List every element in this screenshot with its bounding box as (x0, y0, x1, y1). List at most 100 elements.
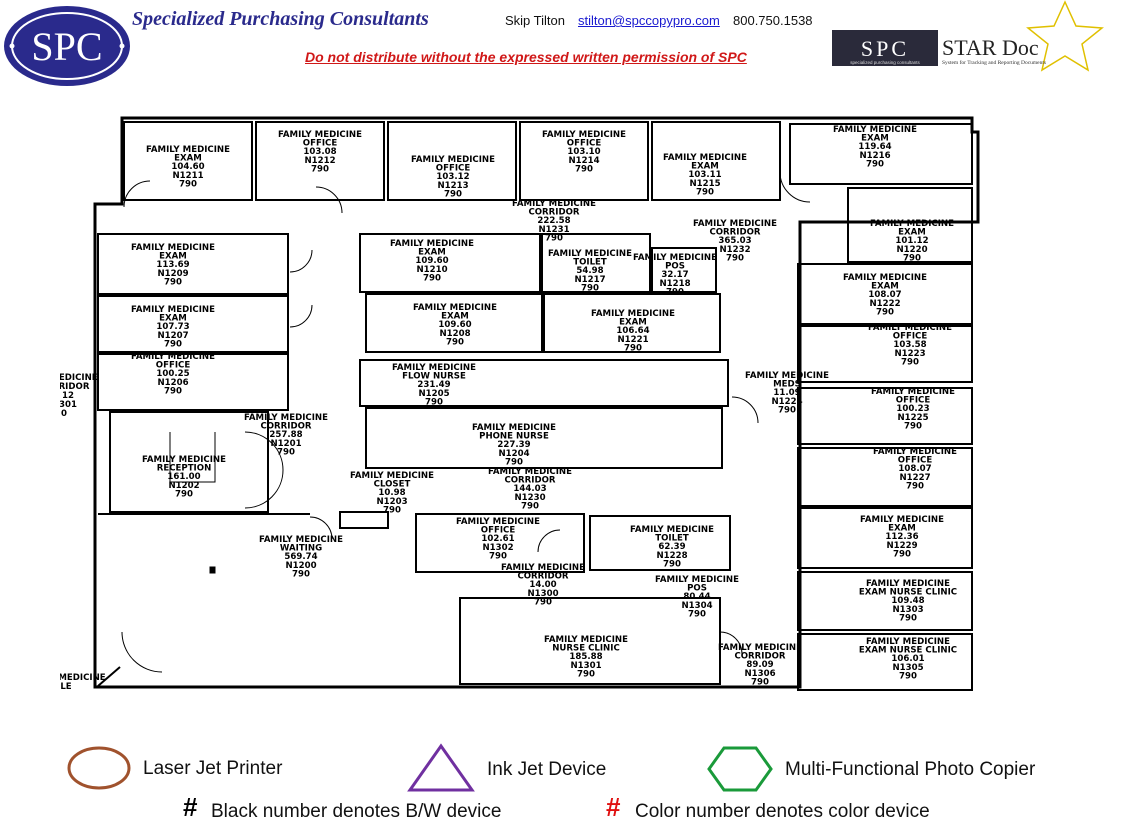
room-label-line: 790 (876, 307, 894, 317)
room-label-line: 790 (311, 164, 329, 174)
room-label-line: FAMILY MEDICINE (142, 455, 226, 465)
room-label-line: EXAM (418, 248, 446, 258)
room-label-line: 119.64 (858, 142, 891, 152)
cutoff-label-left-5: 0 (61, 409, 67, 419)
room-label-line: FAMILY MEDICINE (472, 423, 556, 433)
room-label-line: 106.01 (891, 654, 924, 664)
room-label-line: 790 (164, 277, 182, 287)
room-label-line: FAMILY MEDICINE (259, 535, 343, 545)
room-label-line: FAMILY MEDICINE (718, 643, 802, 653)
legend-bw-label: Black number denotes B/W device (211, 801, 502, 822)
room-label-line: 222.58 (537, 216, 570, 226)
room-label-line: N1205 (418, 389, 449, 399)
cutoff-label-left-1: MEDICINE (60, 373, 98, 383)
room-label-line: EXAM (159, 252, 187, 262)
room-label-line: 790 (663, 559, 681, 569)
room-label-line: 790 (696, 187, 714, 197)
room-label-line: 790 (726, 253, 744, 263)
room-label-line: FAMILY MEDICINE (488, 467, 572, 477)
room-label-line: TOILET (655, 534, 689, 544)
room-label-line: 365.03 (718, 236, 751, 246)
room-label-line: N1217 (574, 275, 605, 285)
room-label-line: FAMILY MEDICINE (663, 153, 747, 163)
cutoff-label-left-2: RIDOR (60, 382, 90, 392)
room-label-line: EXAM (159, 314, 187, 324)
room-label-line: N1220 (896, 245, 927, 255)
room-label-line: FAMILY MEDICINE (868, 323, 952, 333)
room-label-line: FAMILY MEDICINE (860, 515, 944, 525)
room-label-line: N1221 (617, 335, 648, 345)
room-label-line: 569.74 (284, 552, 317, 562)
contact-phone: 800.750.1538 (733, 13, 813, 28)
room-label-line: N1218 (659, 279, 690, 289)
room-label-line: 790 (903, 253, 921, 263)
room-label-line: 790 (444, 189, 462, 199)
bw-number-symbol: # (183, 792, 198, 822)
svg-text:SPC: SPC (861, 36, 909, 61)
room-label-line: FAMILY MEDICINE (278, 130, 362, 140)
contact-email-link[interactable]: stilton@spccopypro.com (578, 13, 720, 28)
room-label-line: N1302 (482, 543, 513, 553)
room-label-line: EXAM NURSE CLINIC (859, 646, 957, 656)
floor-plan: FAMILY MEDICINEEXAM104.60N1211790FAMILY … (60, 116, 980, 692)
room-label-line: N1301 (570, 661, 601, 671)
room-label-line: FAMILY MEDICINE (591, 309, 675, 319)
room-label-line: FAMILY MEDICINE (633, 253, 717, 263)
room-label-line: TOILET (573, 258, 607, 268)
room-label-line: 103.08 (303, 147, 336, 157)
room-label-line: OFFICE (481, 526, 516, 536)
room-label-line: FAMILY MEDICINE (131, 352, 215, 362)
room-label-line: 231.49 (417, 380, 450, 390)
room-label-line: 790 (489, 551, 507, 561)
room-label-line: POS (665, 262, 685, 272)
room-label-line: OFFICE (303, 139, 338, 149)
ink-jet-triangle-icon (407, 743, 475, 792)
room-label-line: N1304 (681, 601, 712, 611)
legend-mfp-label: Multi-Functional Photo Copier (785, 759, 1036, 780)
legend-inkjet-label: Ink Jet Device (487, 759, 607, 780)
room-label-line: 106.64 (616, 326, 649, 336)
room-label-line: EXAM (441, 312, 469, 322)
room-label-line: 790 (624, 343, 642, 353)
room-label-line: N1300 (527, 589, 558, 599)
room-label-line: N1227 (899, 473, 930, 483)
room-label-line: 790 (277, 447, 295, 457)
room-label-line: N1206 (157, 378, 188, 388)
room-label-line: 103.58 (893, 340, 926, 350)
room-label-line: FAMILY MEDICINE (390, 239, 474, 249)
room-label-line: FAMILY MEDICINE (456, 517, 540, 527)
cutoff-label-bottom-1: MEDICINE (60, 673, 106, 683)
room-label-line: 89.09 (746, 660, 773, 670)
room-label-line: N1203 (376, 497, 407, 507)
room-label-line: 790 (534, 597, 552, 607)
room-label-line: 144.03 (513, 484, 546, 494)
room-label-line: N1207 (157, 331, 188, 341)
room-label-line: FAMILY MEDICINE (542, 130, 626, 140)
cutoff-label-left-3: 12 (62, 391, 74, 401)
room-label-line: FAMILY MEDICINE (548, 249, 632, 259)
room-label-line: 790 (425, 397, 443, 407)
room-label-line: POS (687, 584, 707, 594)
room-label-line: 185.88 (569, 652, 602, 662)
room-label-line: N1204 (498, 449, 529, 459)
room-label-line: FAMILY MEDICINE (745, 371, 829, 381)
room-label-line: 790 (899, 613, 917, 623)
room-label-line: 790 (383, 505, 401, 515)
room-label-line: 102.61 (481, 534, 514, 544)
room-label-line: EXAM (871, 282, 899, 292)
room-label-line: FAMILY MEDICINE (866, 637, 950, 647)
room-label-line: N1213 (437, 181, 468, 191)
room-label-line: 790 (688, 609, 706, 619)
cutoff-label-left-4: 301 (60, 400, 77, 410)
room-label-line: FAMILY MEDICINE (512, 199, 596, 209)
room-label-line: 790 (577, 669, 595, 679)
svg-text:specialized purchasing consult: specialized purchasing consultants (850, 60, 920, 65)
room-label-line: FAMILY MEDICINE (630, 525, 714, 535)
room-label-line: N1303 (892, 605, 923, 615)
room-label-line: 14.00 (529, 580, 556, 590)
room-label-line: 113.69 (156, 260, 189, 270)
room-label-line: EXAM (888, 524, 916, 534)
room-label-line: 11.09 (773, 388, 800, 398)
room-label-line: 790 (164, 386, 182, 396)
room-label-line: N1231 (538, 225, 569, 235)
